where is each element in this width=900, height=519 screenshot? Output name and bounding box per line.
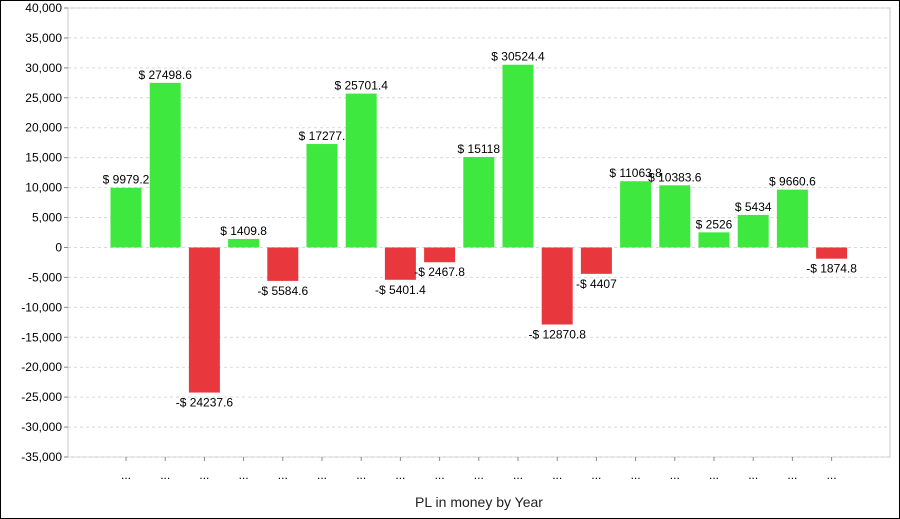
bar [228,239,260,248]
x-tick-label: ... [160,468,170,482]
y-tick-label: 35,000 [25,31,62,45]
y-tick-label: -20,000 [21,360,62,374]
bar [149,82,181,248]
data-label: $ 27498.6 [139,68,193,82]
bar [776,189,808,248]
data-label: $ 9660.6 [769,175,816,189]
y-tick-label: 15,000 [25,151,62,165]
y-tick-label: -10,000 [21,300,62,314]
y-tick-label: 0 [55,240,62,254]
data-label: -$ 5401.4 [375,283,426,297]
x-tick-label: ... [435,468,445,482]
x-tick-label: ... [356,468,366,482]
x-tick-label: ... [552,468,562,482]
x-tick-label: ... [670,468,680,482]
data-label: $ 30524.4 [491,50,545,64]
y-tick-label: -15,000 [21,330,62,344]
bar [384,247,416,280]
x-tick-label: ... [121,468,131,482]
x-tick-label: ... [748,468,758,482]
x-tick-label: ... [199,468,209,482]
x-axis-title: PL in money by Year [415,494,543,510]
bar [188,247,220,393]
bar [463,156,495,248]
bar [737,214,769,248]
y-tick-label: 5,000 [32,211,62,225]
data-label: -$ 5584.6 [257,284,308,298]
y-tick-label: -5,000 [28,270,62,284]
bar [541,247,573,325]
data-label: $ 9979.2 [103,173,150,187]
bar [306,144,338,248]
bar [659,185,691,248]
data-labels: $ 9979.2 $ 27498.6 -$ 24237.6 $ 1409.8 -$ 55… [103,50,858,410]
bar [502,64,534,248]
data-label: -$ 4407 [576,277,617,291]
y-tick-label: -25,000 [21,390,62,404]
data-label: $ 25701.4 [335,79,389,93]
x-tick-label: ... [709,468,719,482]
y-axis: 40,000 35,000 30,000 25,000 20,000 15,000 10,0… [21,1,68,464]
y-tick-label: -35,000 [21,450,62,464]
bar [698,232,730,248]
x-tick-label: ... [631,468,641,482]
data-label: $ 5434 [735,200,772,214]
bar [267,247,299,281]
data-label: $ 10383.6 [648,170,702,184]
data-label: $ 11063.8 [609,166,662,180]
data-label: $ 15118 [458,142,501,156]
x-tick-label: ... [591,468,601,482]
bar [110,187,142,248]
y-tick-label: -30,000 [21,420,62,434]
x-tick-label: ... [278,468,288,482]
bar [424,247,456,263]
data-label: -$ 24237.6 [176,396,234,410]
data-label: $ 17277. [299,129,346,143]
bar [345,93,377,248]
x-tick-label: ... [395,468,405,482]
x-tick-label: ... [787,468,797,482]
y-tick-label: 30,000 [25,61,62,75]
x-tick-label: ... [474,468,484,482]
y-tick-label: 25,000 [25,91,62,105]
data-label: $ 1409.8 [220,224,267,238]
x-tick-label: ... [513,468,523,482]
bar [620,181,652,248]
bars [110,64,848,393]
x-tick-label: ... [827,468,837,482]
bar [580,247,612,274]
x-tick-label: ... [239,468,249,482]
x-axis: ........................................… [121,457,837,482]
y-tick-label: 20,000 [25,121,62,135]
data-label: -$ 2467.8 [414,265,465,279]
x-tick-label: ... [317,468,327,482]
data-label: -$ 12870.8 [529,328,587,342]
bar [816,247,848,259]
data-label: $ 2526 [696,217,733,231]
y-tick-label: 10,000 [25,181,62,195]
y-tick-label: 40,000 [25,1,62,15]
data-label: -$ 1874.8 [806,262,857,276]
